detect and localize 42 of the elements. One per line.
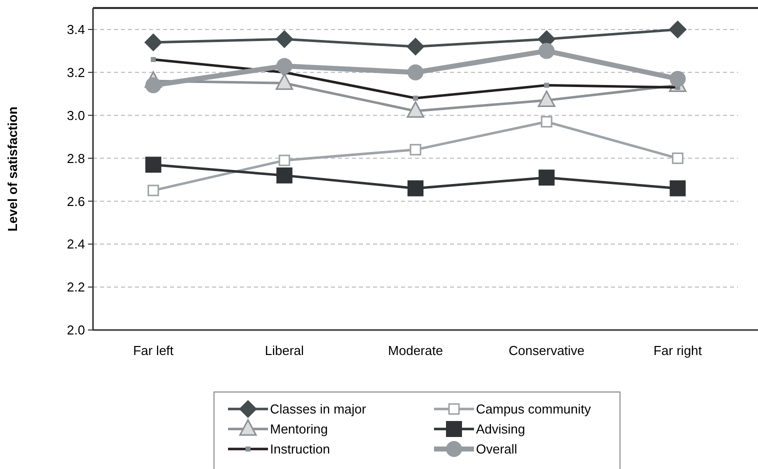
y-tick-label: 3.0: [66, 108, 85, 123]
point: [276, 58, 292, 74]
legend-label: Instruction: [270, 442, 330, 457]
point: [144, 33, 162, 52]
point: [408, 180, 424, 196]
point: [145, 77, 162, 94]
point: [538, 170, 555, 186]
y-tick-label: 3.4: [66, 22, 85, 38]
x-tick-label: Moderate: [388, 343, 443, 358]
point: [538, 42, 555, 59]
point: [406, 38, 424, 56]
legend-label: Overall: [476, 442, 518, 457]
point: [538, 90, 556, 108]
point: [410, 144, 422, 156]
point: [278, 154, 290, 166]
y-tick-label: 3.2: [66, 64, 85, 80]
y-tick-label: 2.4: [66, 236, 85, 252]
y-tick-label: 2.0: [66, 322, 85, 338]
point: [408, 64, 424, 80]
legend-label: Mentoring: [270, 422, 328, 437]
point: [540, 116, 552, 128]
point: [668, 20, 687, 38]
point: [276, 73, 294, 90]
point: [145, 156, 162, 173]
point: [275, 30, 294, 48]
legend-label: Advising: [476, 422, 526, 437]
point: [670, 70, 686, 87]
y-tick-label: 2.8: [66, 150, 85, 166]
point: [672, 152, 684, 164]
point: [148, 184, 160, 196]
y-tick-label: 2.6: [66, 194, 85, 209]
point: [276, 167, 292, 184]
point: [406, 101, 424, 118]
legend-label: Classes in major: [270, 402, 367, 417]
y-tick-label: 2.2: [66, 280, 85, 295]
y-axis-title: Level of satisfaction: [5, 106, 20, 232]
x-tick-label: Far right: [653, 343, 702, 358]
point: [670, 180, 686, 196]
legend-label: Campus community: [476, 402, 592, 417]
x-tick-label: Far left: [133, 343, 174, 358]
x-tick-label: Conservative: [508, 343, 585, 358]
x-tick-label: Liberal: [264, 343, 304, 358]
